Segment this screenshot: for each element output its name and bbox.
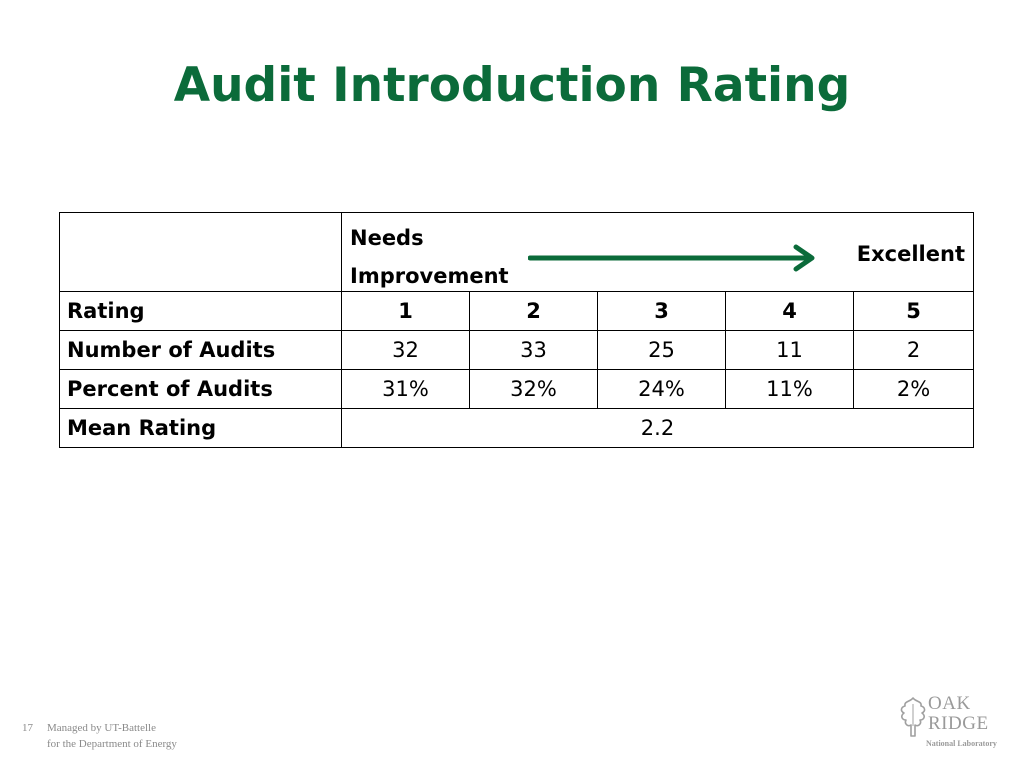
- table-row-number: Number of Audits 32 33 25 11 2: [59, 330, 974, 370]
- row-label-number: Number of Audits: [59, 330, 342, 370]
- percent-cell-4: 11%: [725, 369, 854, 409]
- table-row-percent: Percent of Audits 31% 32% 24% 11% 2%: [59, 369, 974, 409]
- row-label-rating: Rating: [59, 291, 342, 331]
- footer-line1: Managed by UT-Battelle: [47, 722, 156, 734]
- scale-low-line1: Needs: [350, 226, 424, 250]
- percent-cell-1: 31%: [341, 369, 470, 409]
- percent-cell-3: 24%: [597, 369, 726, 409]
- percent-cell-5: 2%: [853, 369, 974, 409]
- scale-high-label: Excellent: [856, 242, 965, 266]
- scale-header-cell: Needs Improvement Excellent: [341, 212, 974, 292]
- rating-table: Needs Improvement Excellent Rating 1 2 3…: [59, 212, 974, 448]
- number-cell-1: 32: [341, 330, 470, 370]
- table-row-rating: Rating 1 2 3 4 5: [59, 291, 974, 331]
- scale-low-label: Needs Improvement: [350, 219, 509, 291]
- row-label-percent: Percent of Audits: [59, 369, 342, 409]
- row-label-mean: Mean Rating: [59, 408, 342, 448]
- number-cell-4: 11: [725, 330, 854, 370]
- rating-cell-4: 4: [725, 291, 854, 331]
- mean-value-cell: 2.2: [341, 408, 974, 448]
- page-number: 17: [22, 722, 33, 734]
- slide-title: Audit Introduction Rating: [173, 58, 851, 113]
- percent-cell-2: 32%: [469, 369, 598, 409]
- scale-header-row: Needs Improvement Excellent: [59, 212, 974, 292]
- logo-wordmark: OAK RIDGE: [928, 694, 989, 734]
- scale-low-line2: Improvement: [350, 264, 509, 288]
- footer-line2: for the Department of Energy: [47, 738, 177, 750]
- rating-cell-5: 5: [853, 291, 974, 331]
- ornl-logo: OAK RIDGE National Laboratory: [898, 694, 1006, 752]
- logo-line1: OAK: [928, 693, 971, 714]
- rating-cell-2: 2: [469, 291, 598, 331]
- empty-corner-cell: [59, 212, 342, 292]
- logo-line2: RIDGE: [928, 713, 989, 734]
- footer-text: Managed by UT-Battelle for the Departmen…: [47, 720, 177, 752]
- right-arrow-icon: [528, 244, 815, 272]
- rating-cell-1: 1: [341, 291, 470, 331]
- number-cell-5: 2: [853, 330, 974, 370]
- oak-leaf-icon: [900, 697, 926, 737]
- number-cell-2: 33: [469, 330, 598, 370]
- rating-cell-3: 3: [597, 291, 726, 331]
- table-row-mean: Mean Rating 2.2: [59, 408, 974, 448]
- logo-subtitle: National Laboratory: [926, 739, 997, 748]
- number-cell-3: 25: [597, 330, 726, 370]
